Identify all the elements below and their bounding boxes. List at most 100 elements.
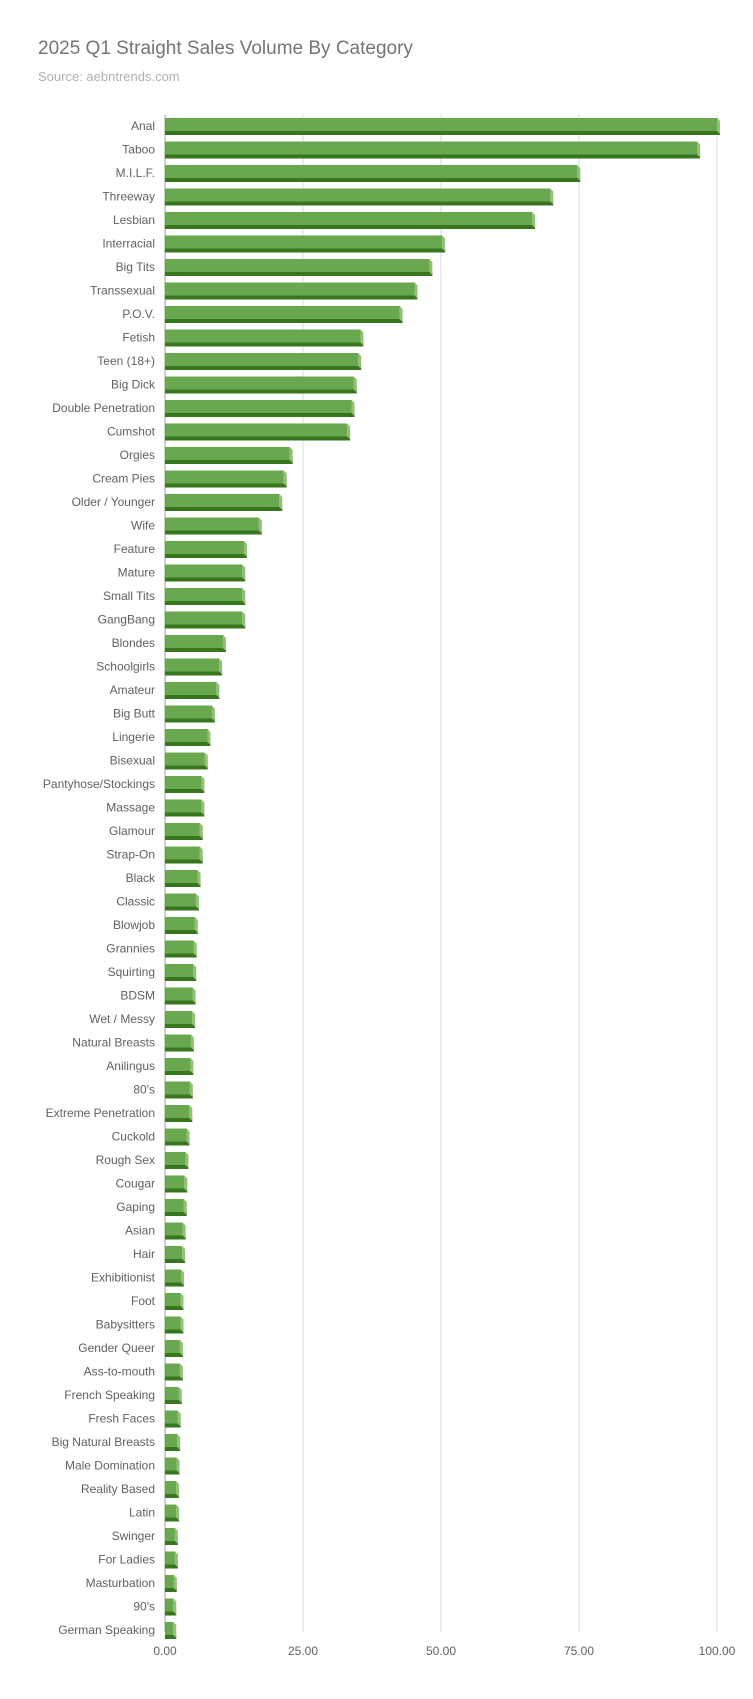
bar-shadow: [165, 1282, 185, 1287]
bar-face: [165, 494, 280, 507]
category-label: Rough Sex: [96, 1153, 155, 1167]
bar-side: [279, 494, 283, 510]
bar-face: [165, 1034, 191, 1048]
bar-shadow: [165, 1212, 187, 1216]
bar-face: [165, 517, 259, 531]
bar-side: [192, 987, 196, 1004]
bar-face: [165, 353, 359, 366]
bar-side: [173, 1622, 177, 1638]
category-label: Black: [126, 871, 156, 885]
bar-shadow: [165, 1400, 182, 1404]
category-label: Squirting: [108, 965, 155, 979]
bar-face: [165, 870, 198, 883]
bar: [165, 1551, 178, 1569]
category-label: Fetish: [122, 331, 155, 345]
bar-face: [165, 1058, 191, 1071]
bar-shadow: [165, 812, 205, 817]
category-label: Cumshot: [107, 425, 156, 439]
bar: [165, 987, 196, 1005]
category-label: German Speaking: [58, 1623, 155, 1637]
bar-shadow: [165, 530, 262, 535]
bar-side: [177, 1410, 181, 1427]
bar-face: [165, 447, 290, 460]
bar-side: [183, 1199, 187, 1215]
category-label: Feature: [114, 542, 156, 556]
bar-shadow: [165, 1470, 180, 1475]
bar-face: [165, 1293, 181, 1306]
bar-face: [165, 1269, 182, 1283]
bar-shadow: [165, 1071, 194, 1075]
bar-face: [165, 470, 284, 484]
bar-side: [204, 752, 208, 769]
bar: [165, 235, 446, 253]
category-label: GangBang: [98, 613, 155, 627]
bar-shadow: [165, 977, 197, 981]
bar-face: [165, 846, 200, 860]
category-label: P.O.V.: [122, 307, 155, 321]
bar-shadow: [165, 1588, 177, 1592]
bar-face: [165, 423, 348, 437]
bar-face: [165, 1011, 193, 1024]
bar-face: [165, 1105, 190, 1118]
bar-shadow: [165, 718, 215, 723]
bar-shadow: [165, 1188, 188, 1193]
category-label: Gender Queer: [78, 1341, 155, 1355]
bar-shadow: [165, 554, 247, 558]
bar: [165, 588, 246, 605]
bar-face: [165, 1387, 179, 1400]
bar-shadow: [165, 1611, 177, 1616]
bar-face: [165, 705, 212, 719]
bar: [165, 1434, 181, 1451]
bar: [165, 964, 197, 981]
bar-side: [174, 1528, 178, 1544]
bar-side: [179, 1363, 183, 1380]
bar-side: [178, 1387, 182, 1403]
category-label: M.I.L.F.: [116, 166, 155, 180]
bar-face: [165, 940, 194, 954]
category-label: Cream Pies: [92, 472, 155, 486]
bar-side: [185, 1152, 189, 1168]
bar-shadow: [165, 601, 246, 605]
bar-shadow: [165, 1329, 184, 1334]
bar-shadow: [165, 883, 201, 887]
bar-shadow: [165, 295, 418, 300]
bar-side: [577, 165, 581, 181]
category-label: Blowjob: [113, 918, 155, 932]
bar: [165, 776, 205, 793]
bar-side: [207, 729, 211, 745]
category-label: Ass-to-mouth: [84, 1365, 155, 1379]
bar-side: [219, 658, 223, 675]
bar-side: [177, 1434, 181, 1450]
bar-side: [211, 705, 215, 722]
bar-side: [176, 1504, 180, 1521]
bar-side: [353, 376, 357, 393]
bar: [165, 376, 357, 394]
category-label: Double Penetration: [52, 401, 155, 415]
bar: [165, 682, 220, 699]
bar-shadow: [165, 319, 403, 323]
x-tick-label: 50.00: [426, 1644, 456, 1658]
category-label: Asian: [125, 1224, 155, 1238]
category-label: BDSM: [120, 989, 155, 1003]
category-label: Reality Based: [81, 1482, 155, 1496]
category-label: Grannies: [106, 942, 155, 956]
category-label: Older / Younger: [72, 495, 155, 509]
bar-face: [165, 259, 430, 272]
bar-face: [165, 376, 354, 390]
category-label: Babysitters: [96, 1318, 155, 1332]
bar-side: [197, 870, 201, 886]
bar-face: [165, 1434, 178, 1447]
bar-face: [165, 1152, 186, 1165]
bar-face: [165, 1128, 187, 1142]
category-label: Teen (18+): [97, 354, 155, 368]
bar-shadow: [165, 648, 226, 652]
bar: [165, 165, 581, 182]
category-label: Natural Breasts: [72, 1036, 155, 1050]
bar: [165, 799, 205, 817]
bar: [165, 1105, 193, 1122]
bar-shadow: [165, 859, 203, 864]
category-label: Big Natural Breasts: [52, 1435, 155, 1449]
bar-face: [165, 1622, 174, 1635]
bar-shadow: [165, 1447, 181, 1451]
